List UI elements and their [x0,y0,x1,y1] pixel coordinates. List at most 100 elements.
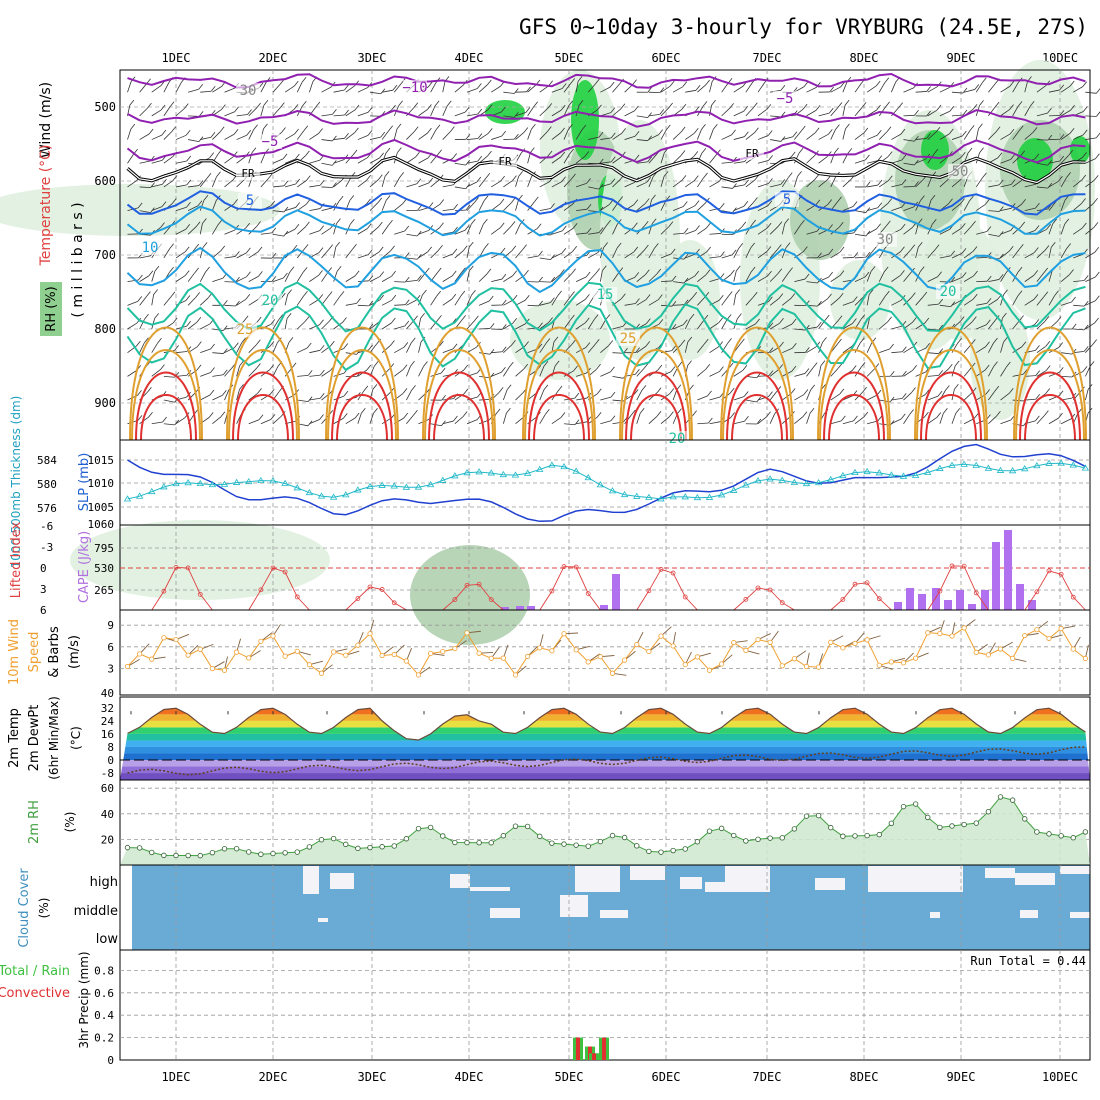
wind-barb-flag [336,218,341,224]
wind-barb-flag [530,147,535,153]
wind-barb [575,105,580,116]
wind-barb-flag [768,391,773,397]
wind-barb-flag [887,151,893,157]
wind-barb [491,278,503,283]
wind-barb [394,281,406,283]
wind-barb-flag [391,270,396,277]
wind-barb [296,226,306,235]
wind-barb-flag [663,171,669,177]
cape-bar [968,604,976,610]
wind-barb-flag [936,412,942,418]
wind-barb [188,88,199,93]
wind-barb-flag [533,101,539,107]
wind-barb-flag [477,108,483,115]
wind-barb-flag [307,396,313,402]
wind-barb [1036,85,1046,93]
wind-barb-flag [1058,342,1064,348]
wind-barb-flag [1058,176,1063,182]
wind-barb [794,416,804,425]
wind-barb [1012,320,1020,330]
wind-barb [491,85,501,93]
wind-barb-flag [172,175,178,181]
wind-barb [660,107,669,117]
wind-barb [357,254,369,259]
precip-tick-label: 0.2 [94,1032,114,1045]
wind-barb-flag [377,174,383,180]
thickness-point [669,493,677,500]
wind-speed-point [161,635,167,641]
wind-barb [927,374,939,377]
wind-barb-flag [354,270,360,277]
wind-barb-flag [239,384,244,390]
rh-point [1070,835,1076,841]
thickness-point [1033,462,1041,469]
li-point [282,569,288,575]
wind-barb [1036,112,1048,117]
li-point [161,588,167,594]
wind-barb-flag [437,315,442,321]
wind-barb-flag [578,100,584,106]
wind-barb [139,275,150,282]
wind-barb-flag [883,266,889,273]
wind-barb-flag [484,243,489,249]
label-speed: Speed [27,632,42,673]
wind-barb [733,184,745,188]
wind-barb-flag [935,126,941,133]
day-label-bottom: 1DEC [162,1070,191,1084]
wind-barb [866,342,873,353]
temp-tick-label: -8 [101,767,114,780]
wind-barb [563,370,574,377]
wind-barb-flag [693,128,699,134]
wind-barb [357,134,369,140]
contour-label-bg [936,284,960,299]
wind-barb-flag [318,247,324,253]
wind-barb-flag [677,361,683,367]
wind-speed-point [670,643,676,649]
wind-barb [818,112,830,117]
wind-barb-flag [852,296,858,302]
wind-barb-flag [683,227,689,234]
day-label-top: 2DEC [259,51,288,65]
wind-barb-flag [554,360,560,367]
wind-barb-flag [994,385,1000,392]
wind-barb-flag [596,388,602,395]
cloud-level-label: high [90,875,118,890]
contour-p10 [126,205,1086,237]
wind-barb-flag [656,387,662,393]
wind-barb [527,176,532,188]
contour-freezing-inner [127,156,1086,184]
wind-barb [757,183,769,188]
contour-surface-lobe [914,326,988,441]
wind-barb [806,179,815,188]
wind-barb-flag [270,414,276,420]
wind-barb-flag [634,130,640,137]
thickness-point [1021,465,1029,472]
wind-barb [248,344,257,353]
li-point [355,596,361,601]
wind-barb [491,227,501,235]
temp-band [120,720,1090,728]
wind-barb-flag [752,102,758,109]
wind-barb-flag [706,222,711,229]
wind-barb-flag [962,87,968,94]
wind-barb-flag [137,202,143,209]
wind-barb [636,367,645,377]
wind-barb-flag [719,366,724,372]
rh-point [573,842,579,848]
wind-barb-flag [1082,222,1087,229]
wind-barb-flag [205,266,210,273]
wind-barb-flag [1017,266,1023,273]
wind-barb-flag [461,267,466,274]
wind-barb [842,301,854,306]
wind-barb-flag [950,276,956,283]
contour-surface-lobe [327,349,397,441]
rh-tick-label: 20 [101,833,114,846]
wind-barb [576,372,587,377]
wind-barb [1000,250,1010,259]
wind-barb-flag [735,289,741,295]
wind-barb [151,85,161,93]
wind-barb [854,367,862,377]
wind-barb [733,369,744,377]
rh-shading [970,300,1030,420]
wind-barb [866,394,878,401]
